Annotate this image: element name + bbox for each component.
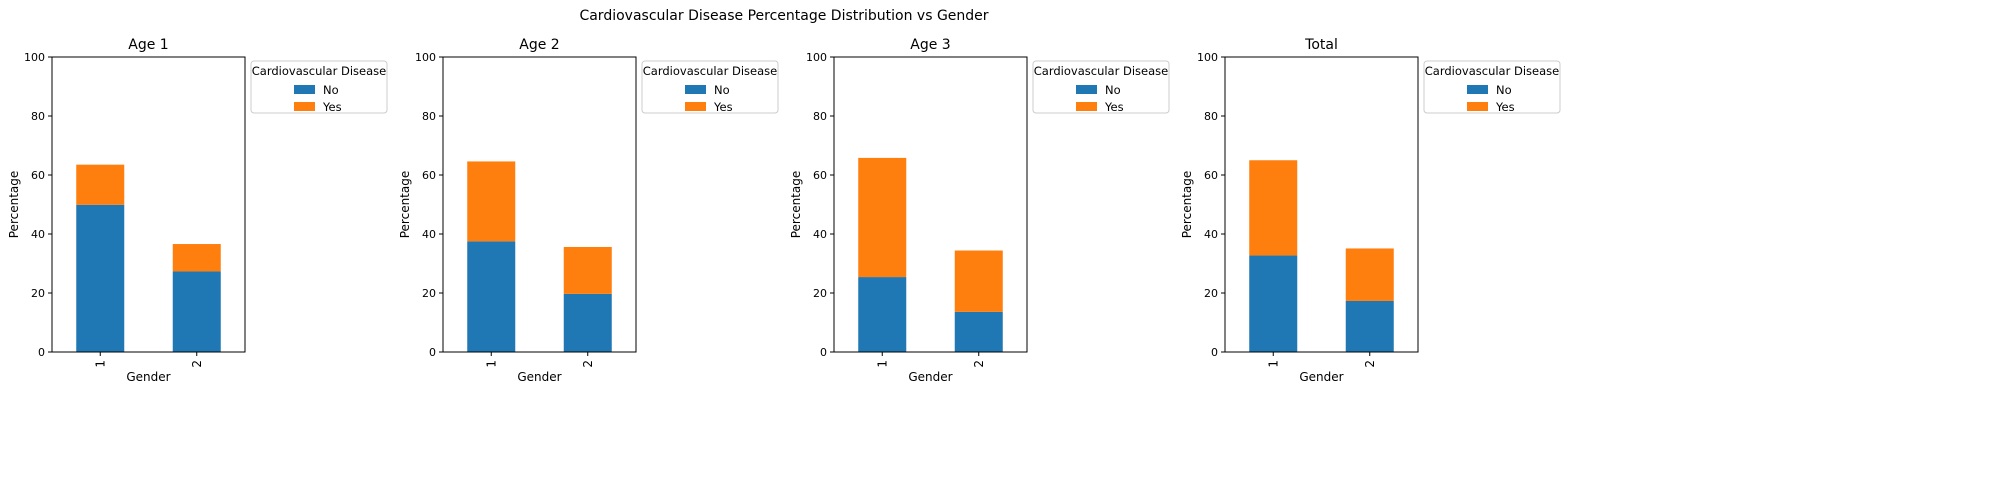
bar-yes-gender-2 bbox=[563, 246, 612, 294]
bar-no-gender-1 bbox=[467, 241, 516, 352]
subplot-title: Age 3 bbox=[910, 37, 950, 53]
legend-entry-yes: Yes bbox=[322, 100, 342, 114]
bar-no-gender-2 bbox=[172, 271, 221, 352]
y-tick-label: 60 bbox=[813, 169, 827, 182]
x-axis-label: Gender bbox=[517, 370, 561, 384]
y-tick-label: 20 bbox=[1204, 287, 1218, 300]
x-tick-label: 1 bbox=[93, 360, 107, 368]
x-tick-label: 1 bbox=[484, 360, 498, 368]
bar-yes-gender-2 bbox=[954, 250, 1003, 312]
x-axis-label: Gender bbox=[126, 370, 170, 384]
bar-no-gender-2 bbox=[954, 311, 1003, 352]
bar-no-gender-1 bbox=[858, 277, 907, 352]
bar-no-gender-1 bbox=[1249, 255, 1298, 352]
legend-frame bbox=[1423, 60, 1561, 114]
x-axis-label: Gender bbox=[1299, 370, 1343, 384]
legend-frame bbox=[641, 60, 779, 114]
x-axis-label: Gender bbox=[908, 370, 952, 384]
legend-title: Cardiovascular Disease bbox=[252, 64, 386, 78]
legend: Cardiovascular Disease No Yes bbox=[1423, 60, 1561, 114]
legend-swatch-no bbox=[1467, 85, 1488, 94]
x-tick-label: 2 bbox=[1363, 360, 1377, 368]
subplot-title: Age 2 bbox=[519, 37, 559, 53]
y-tick-label: 80 bbox=[813, 110, 827, 123]
axes-frame bbox=[442, 56, 637, 353]
figure-suptitle: Cardiovascular Disease Percentage Distri… bbox=[579, 8, 988, 24]
y-tick-label: 100 bbox=[806, 51, 827, 64]
y-tick-label: 80 bbox=[1204, 110, 1218, 123]
legend-entry-yes: Yes bbox=[1104, 100, 1124, 114]
bar-yes-gender-1 bbox=[1249, 160, 1298, 256]
bar-yes-gender-1 bbox=[467, 161, 516, 242]
y-tick-label: 40 bbox=[1204, 228, 1218, 241]
legend-swatch-yes bbox=[294, 102, 315, 111]
y-tick-label: 60 bbox=[422, 169, 436, 182]
y-tick-label: 40 bbox=[31, 228, 45, 241]
legend-entry-no: No bbox=[323, 83, 339, 97]
legend: Cardiovascular Disease No Yes bbox=[641, 60, 779, 114]
axes-frame bbox=[51, 56, 246, 353]
bar-no-gender-2 bbox=[1345, 300, 1394, 352]
y-axis-label: Percentage bbox=[789, 171, 803, 239]
legend-entry-no: No bbox=[1105, 83, 1121, 97]
legend-title: Cardiovascular Disease bbox=[1425, 64, 1559, 78]
legend-entry-no: No bbox=[1496, 83, 1512, 97]
y-axis-label: Percentage bbox=[398, 171, 412, 239]
y-tick-label: 80 bbox=[31, 110, 45, 123]
legend-swatch-no bbox=[685, 85, 706, 94]
legend-swatch-yes bbox=[1076, 102, 1097, 111]
legend-entry-no: No bbox=[714, 83, 730, 97]
y-tick-label: 0 bbox=[38, 346, 45, 359]
y-tick-label: 100 bbox=[1197, 51, 1218, 64]
legend-entry-yes: Yes bbox=[713, 100, 733, 114]
axes-frame bbox=[833, 56, 1028, 353]
legend-title: Cardiovascular Disease bbox=[1034, 64, 1168, 78]
y-tick-label: 60 bbox=[1204, 169, 1218, 182]
legend-frame bbox=[1032, 60, 1170, 114]
y-tick-label: 20 bbox=[422, 287, 436, 300]
chart-panel: Age 21 2020406080100GenderPercentageCardi… bbox=[398, 37, 779, 384]
subplot-title: Age 1 bbox=[128, 37, 168, 53]
chart-panels: Age 11 2020406080100GenderPercentageCardi… bbox=[7, 37, 1561, 384]
legend-swatch-no bbox=[294, 85, 315, 94]
y-tick-label: 100 bbox=[415, 51, 436, 64]
y-tick-label: 0 bbox=[820, 346, 827, 359]
bar-yes-gender-2 bbox=[1345, 248, 1394, 301]
y-tick-label: 0 bbox=[429, 346, 436, 359]
y-tick-label: 0 bbox=[1211, 346, 1218, 359]
chart-panel: Age 11 2020406080100GenderPercentageCardi… bbox=[7, 37, 388, 384]
axes-frame bbox=[1224, 56, 1419, 353]
legend: Cardiovascular Disease No Yes bbox=[1032, 60, 1170, 114]
y-tick-label: 60 bbox=[31, 169, 45, 182]
x-tick-label: 2 bbox=[972, 360, 986, 368]
x-tick-label: 1 bbox=[875, 360, 889, 368]
y-tick-label: 40 bbox=[422, 228, 436, 241]
legend-title: Cardiovascular Disease bbox=[643, 64, 777, 78]
y-tick-label: 20 bbox=[813, 287, 827, 300]
legend-entry-yes: Yes bbox=[1495, 100, 1515, 114]
y-axis-label: Percentage bbox=[7, 171, 21, 239]
y-tick-label: 20 bbox=[31, 287, 45, 300]
legend: Cardiovascular Disease No Yes bbox=[250, 60, 388, 114]
y-axis-label: Percentage bbox=[1180, 171, 1194, 239]
y-tick-label: 80 bbox=[422, 110, 436, 123]
y-tick-label: 40 bbox=[813, 228, 827, 241]
legend-swatch-no bbox=[1076, 85, 1097, 94]
chart-panel: Age 31 2020406080100GenderPercentageCardi… bbox=[789, 37, 1170, 384]
bar-no-gender-1 bbox=[76, 204, 125, 352]
subplot-title: Total bbox=[1304, 37, 1338, 53]
bar-no-gender-2 bbox=[563, 293, 612, 352]
y-tick-label: 100 bbox=[24, 51, 45, 64]
bar-yes-gender-2 bbox=[172, 244, 221, 272]
x-tick-label: 2 bbox=[581, 360, 595, 368]
legend-swatch-yes bbox=[685, 102, 706, 111]
legend-frame bbox=[250, 60, 388, 114]
x-tick-label: 2 bbox=[190, 360, 204, 368]
legend-swatch-yes bbox=[1467, 102, 1488, 111]
bar-yes-gender-1 bbox=[858, 157, 907, 278]
bar-yes-gender-1 bbox=[76, 164, 125, 205]
x-tick-label: 1 bbox=[1266, 360, 1280, 368]
